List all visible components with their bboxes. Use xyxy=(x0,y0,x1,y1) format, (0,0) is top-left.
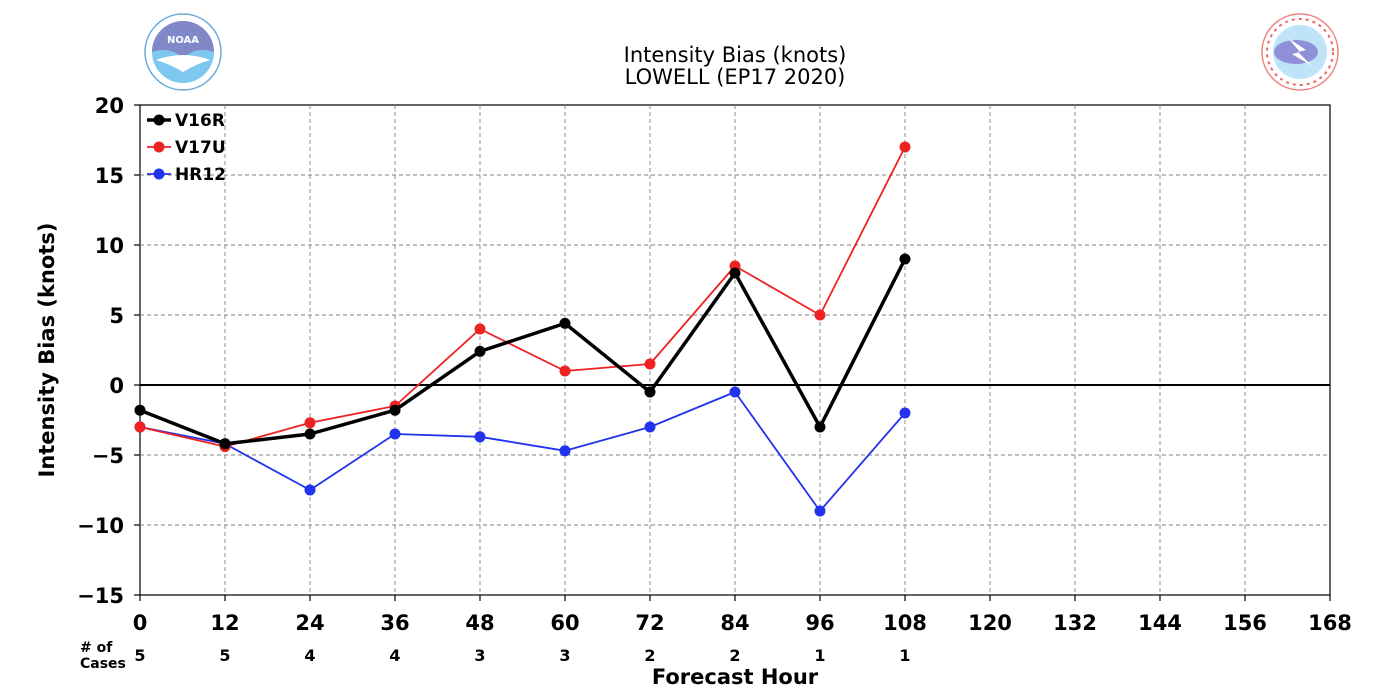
x-tick-label: 72 xyxy=(635,611,664,635)
x-tick-label: 120 xyxy=(968,611,1012,635)
cases-count: 4 xyxy=(304,646,315,665)
data-point-v16r xyxy=(899,253,911,265)
y-tick-label: −5 xyxy=(92,444,124,468)
chart-title: Intensity Bias (knots) xyxy=(624,43,847,67)
cases-count: 1 xyxy=(899,646,910,665)
cases-count: 3 xyxy=(474,646,485,665)
x-tick-label: 156 xyxy=(1223,611,1267,635)
data-point-v17u xyxy=(134,421,146,433)
data-point-hr12 xyxy=(814,505,826,517)
data-point-v16r xyxy=(644,386,656,398)
data-point-hr12 xyxy=(644,421,656,433)
data-point-v17u xyxy=(474,323,486,335)
cases-label-line2: Cases xyxy=(80,656,126,672)
data-point-v16r xyxy=(304,428,316,440)
series-line-v17u xyxy=(139,146,906,448)
data-point-hr12 xyxy=(304,484,316,496)
y-tick-label: 0 xyxy=(109,374,124,398)
y-tick-label: −15 xyxy=(77,584,124,608)
x-tick-label: 24 xyxy=(295,611,324,635)
legend-marker-v17u xyxy=(153,141,165,153)
data-point-hr12 xyxy=(474,431,486,443)
cases-count: 3 xyxy=(559,646,570,665)
cases-label-line1: # of xyxy=(80,640,113,656)
data-point-v17u xyxy=(814,309,826,321)
x-tick-label: 96 xyxy=(805,611,834,635)
x-tick-label: 84 xyxy=(720,611,749,635)
series-line-hr12 xyxy=(139,391,906,512)
y-tick-label: 10 xyxy=(95,234,124,258)
data-point-v16r xyxy=(559,317,571,329)
series-layer xyxy=(134,141,911,517)
x-tick-label: 60 xyxy=(550,611,579,635)
series-line-v16r xyxy=(139,258,907,446)
data-point-v16r xyxy=(134,404,146,416)
x-tick-label: 36 xyxy=(380,611,409,635)
data-point-v17u xyxy=(899,141,911,153)
data-point-v16r xyxy=(219,438,231,450)
data-point-hr12 xyxy=(389,428,401,440)
data-point-v16r xyxy=(389,404,401,416)
x-tick-label: 48 xyxy=(465,611,494,635)
legend-label-hr12: HR12 xyxy=(175,165,226,185)
y-tick-label: 15 xyxy=(95,164,124,188)
data-point-hr12 xyxy=(729,386,741,398)
tick-labels: 0 12 24 36 48 60 72 84 96 108 120 132 144 156 168 −15 −1… xyxy=(77,94,1352,635)
legend-marker-v16r xyxy=(153,114,165,126)
data-point-hr12 xyxy=(899,407,911,419)
y-tick-label: 5 xyxy=(109,304,124,328)
noaa-logo: NOAA xyxy=(144,13,222,91)
y-axis-label: Intensity Bias (knots) xyxy=(35,223,59,478)
data-point-v17u xyxy=(304,417,316,429)
data-point-v17u xyxy=(559,365,571,377)
data-point-v16r xyxy=(814,421,826,433)
x-tick-label: 168 xyxy=(1308,611,1352,635)
y-tick-label: 20 xyxy=(95,94,124,118)
x-axis-label: Forecast Hour xyxy=(652,665,819,689)
legend-label-v17u: V17U xyxy=(175,138,226,158)
x-tick-label: 132 xyxy=(1053,611,1097,635)
legend: V16R V17U HR12 xyxy=(147,111,226,185)
legend-marker-hr12 xyxy=(153,168,165,180)
cases-count: 2 xyxy=(729,646,740,665)
x-tick-label: 144 xyxy=(1138,611,1182,635)
x-tick-label: 108 xyxy=(883,611,927,635)
cases-count: 2 xyxy=(644,646,655,665)
data-point-v16r xyxy=(729,267,741,279)
legend-label-v16r: V16R xyxy=(175,111,225,131)
y-tick-label: −10 xyxy=(77,514,124,538)
cases-count: 5 xyxy=(219,646,230,665)
data-point-v17u xyxy=(644,358,656,370)
data-point-hr12 xyxy=(559,445,571,457)
x-tick-label: 0 xyxy=(133,611,148,635)
chart-subtitle: LOWELL (EP17 2020) xyxy=(625,65,846,89)
data-point-v16r xyxy=(474,345,486,357)
x-tick-label: 12 xyxy=(210,611,239,635)
grid-lines xyxy=(140,105,1330,595)
nws-logo xyxy=(1261,13,1339,91)
cases-count: 5 xyxy=(134,646,145,665)
noaa-logo-text: NOAA xyxy=(167,35,199,46)
cases-count: 1 xyxy=(814,646,825,665)
cases-count: 4 xyxy=(389,646,400,665)
